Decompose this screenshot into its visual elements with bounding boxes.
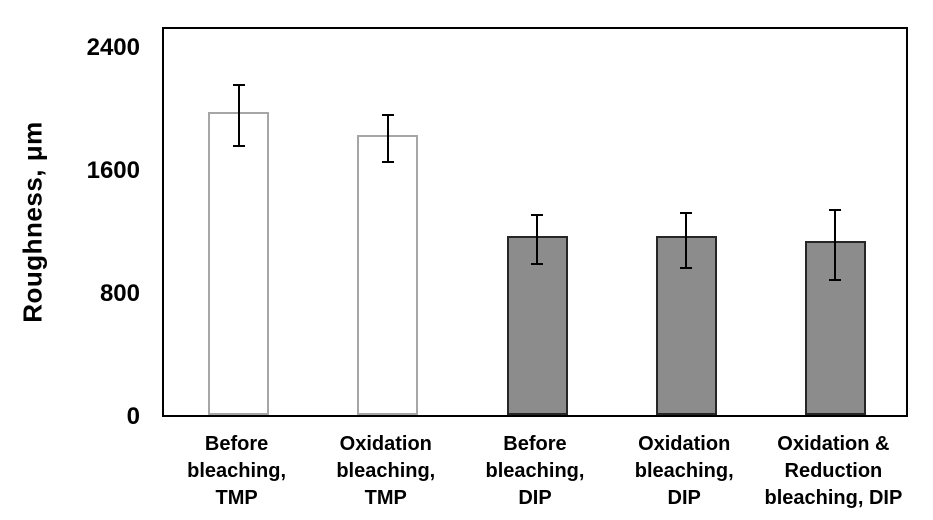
error-bar-line [386,114,389,164]
x-category-label-1: Before bleaching, TMP [187,433,287,509]
bar-2 [357,134,419,415]
error-bar-cap [232,84,245,87]
x-category-label-3: Before bleaching, DIP [485,433,585,509]
error-bar-cap [680,266,693,269]
bar-1 [208,111,270,415]
error-bar-cap [531,214,543,217]
error-bar-line [834,208,837,282]
x-category-label-2: Oxidation bleaching, TMP [336,433,436,509]
y-axis-title: Roughness, μm [17,121,48,323]
error-bar-cap [232,145,245,148]
y-tick-label: 2400 [86,33,140,61]
y-tick-label: 0 [126,403,140,430]
error-bar-line [536,214,538,266]
y-tick-label: 1600 [86,156,140,184]
error-bar-cap [829,208,842,211]
error-bar-2 [381,114,394,164]
y-tick-label: 800 [99,279,140,307]
error-bar-cap [680,211,693,214]
error-bar-4 [680,211,693,269]
error-bar-3 [531,214,543,266]
plot-area [162,27,908,417]
error-bar-5 [829,208,842,282]
error-bar-line [237,84,240,148]
x-category-label-4: Oxidation bleaching, DIP [634,433,734,509]
error-bar-cap [381,114,394,117]
error-bar-cap [829,279,842,282]
x-category-label-5: Oxidation & Reduction bleaching, DIP [764,433,903,509]
error-bar-line [685,211,688,269]
error-bar-1 [232,84,245,148]
error-bar-cap [381,161,394,164]
error-bar-cap [531,263,543,266]
